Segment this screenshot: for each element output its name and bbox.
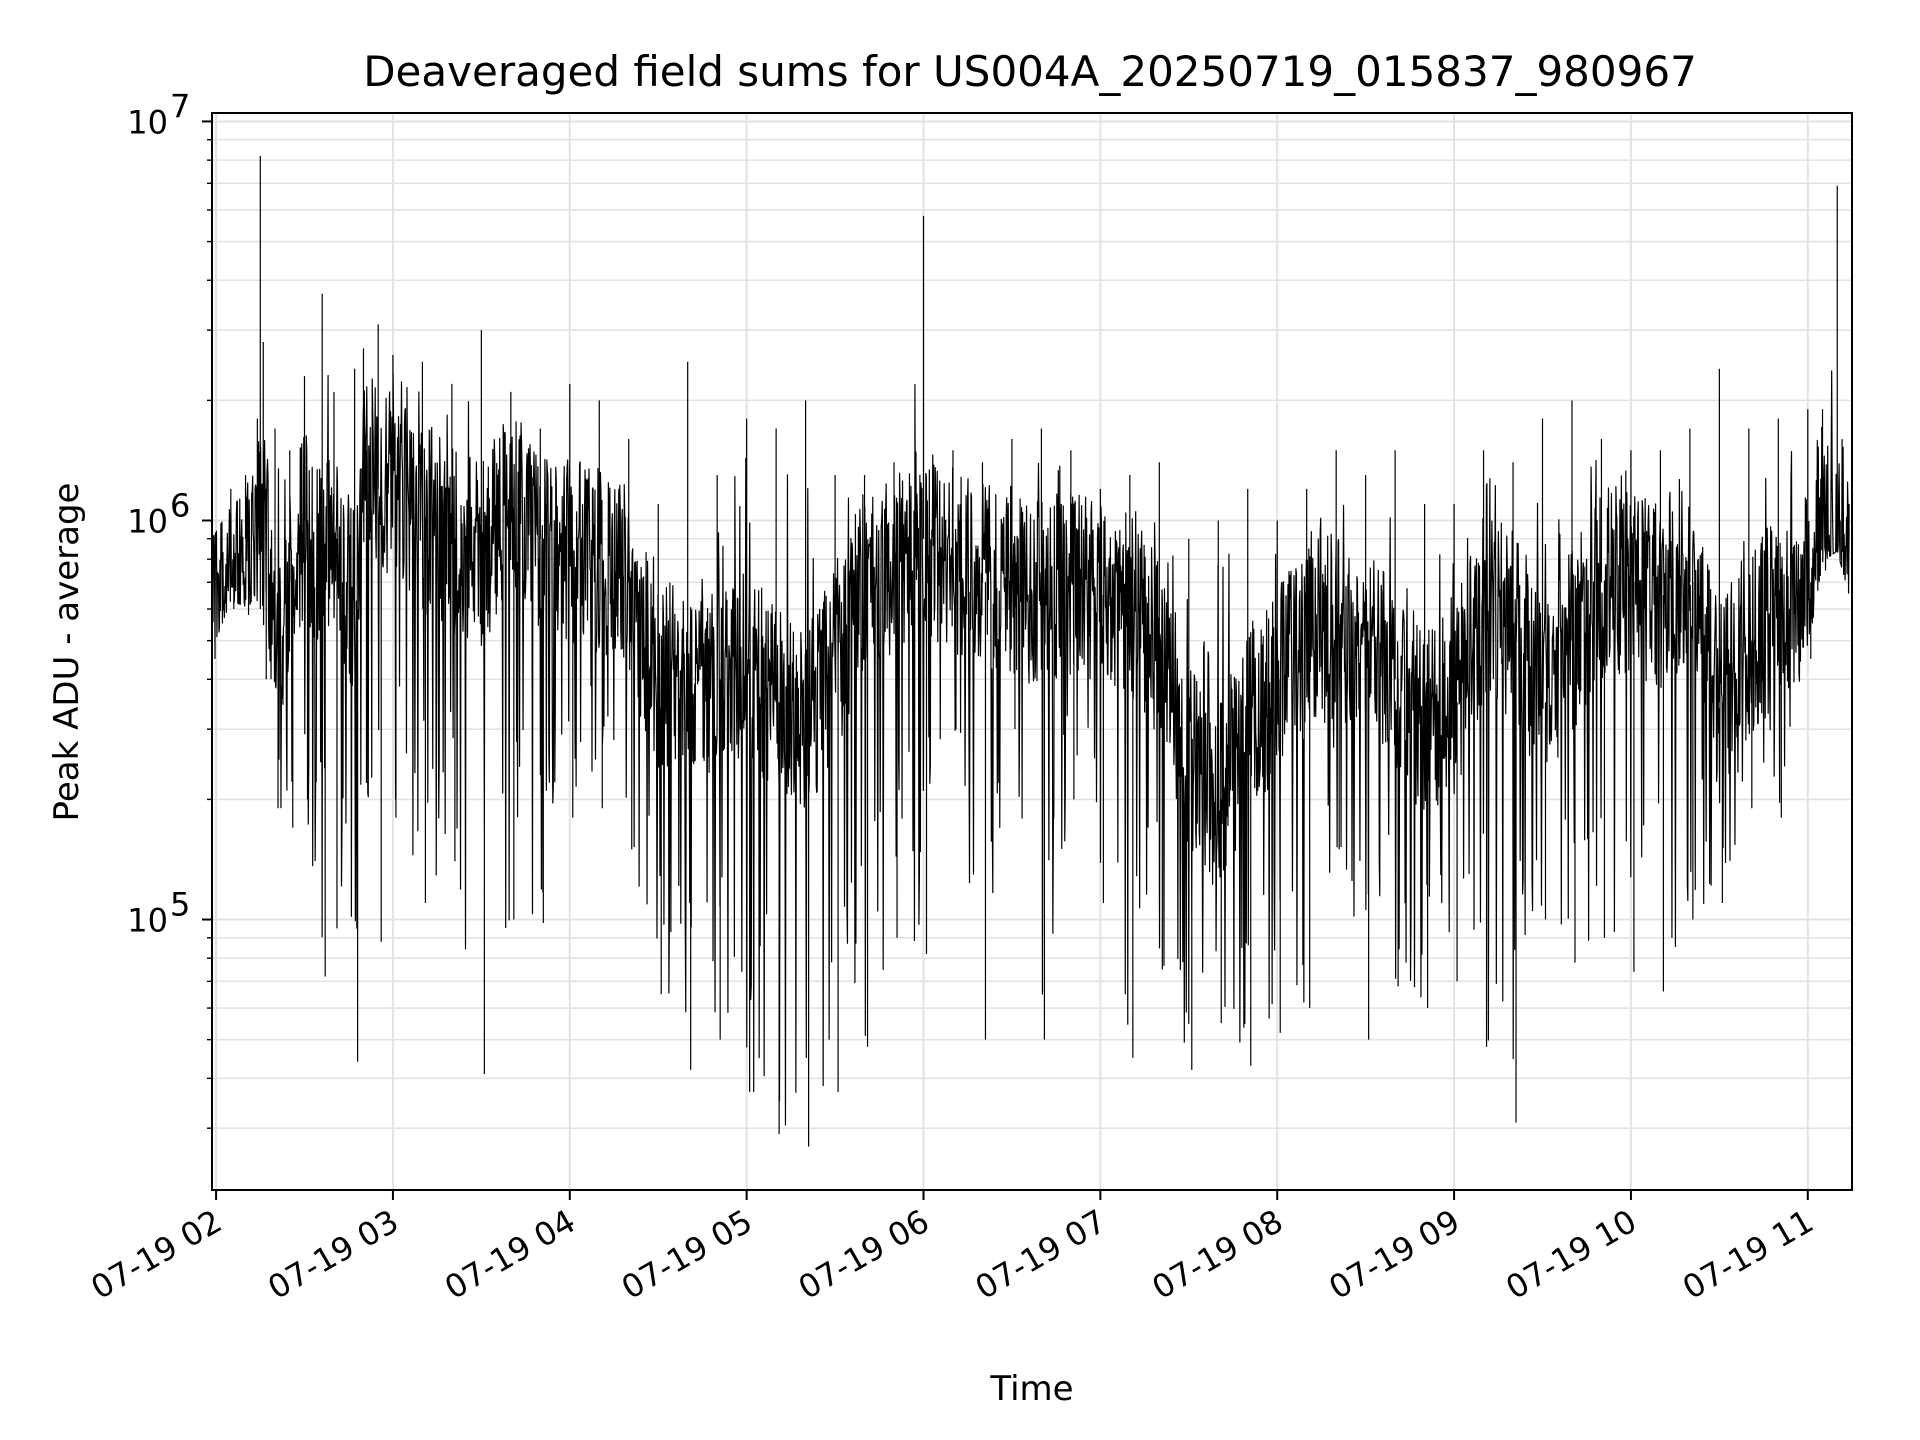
plot-frame bbox=[211, 112, 1853, 1191]
y-tick-label: 10 bbox=[127, 502, 168, 540]
y-tick-label: 10 bbox=[127, 103, 168, 141]
series-path bbox=[211, 155, 1853, 1147]
y-tick-label-exponent: 6 bbox=[170, 486, 190, 524]
y-tick-label: 10 bbox=[127, 902, 168, 940]
y-tick-label-exponent: 5 bbox=[170, 886, 190, 924]
y-tick-label-exponent: 7 bbox=[170, 87, 190, 125]
series-line bbox=[211, 155, 1853, 1147]
x-axis-label: Time bbox=[989, 1369, 1073, 1409]
chart-title: Deaveraged field sums for US004A_2025071… bbox=[363, 47, 1697, 96]
y-axis-label: Peak ADU - average bbox=[47, 483, 87, 822]
